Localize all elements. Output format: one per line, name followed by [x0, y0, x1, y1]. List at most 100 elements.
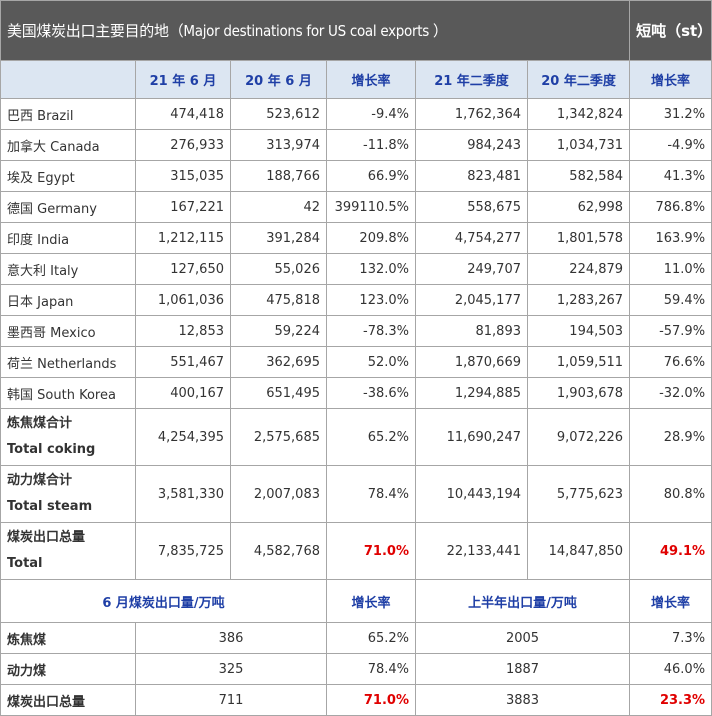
data-cell: 188,766 — [230, 160, 327, 192]
country-name: 德国 Germany — [0, 191, 136, 223]
data-cell: 475,818 — [230, 284, 327, 316]
country-name: 印度 India — [0, 222, 136, 254]
data-cell: 1,903,678 — [526, 377, 631, 409]
data-cell: 523,612 — [230, 98, 327, 130]
summary-name: 动力煤 — [0, 653, 136, 685]
total-row: 动力煤合计 Total steam 3,581,330 2,007,083 78.4% 1… — [0, 465, 712, 523]
data-cell: 52.0% — [326, 346, 416, 378]
data-cell: 194,503 — [526, 315, 631, 347]
country-name-zh: 日本 — [7, 294, 34, 310]
data-cell: 62,998 — [526, 191, 631, 223]
data-cell: 1,801,578 — [526, 222, 631, 254]
table-row: 巴西 Brazil 474,418 523,612 -9.4% 1,762,364 1,3… — [0, 98, 712, 130]
total-name-en: Total coking — [7, 442, 96, 457]
data-cell: 399110.5% — [326, 191, 416, 223]
data-cell: 551,467 — [135, 346, 231, 378]
data-cell: 1,283,267 — [526, 284, 631, 316]
country-name-zh: 加拿大 — [7, 139, 47, 155]
column-header-row: 21 年 6 月 20 年 6 月 增长率 21 年二季度 20 年二季度 增长… — [0, 60, 712, 99]
country-name-en: Germany — [37, 201, 97, 217]
table-row: 韩国 South Korea 400,167 651,495 -38.6% 1,294,… — [0, 377, 712, 409]
country-name-zh: 埃及 — [7, 170, 34, 186]
summary-header-growth-half-year: 增长率 — [629, 579, 712, 623]
data-cell: 224,879 — [526, 253, 631, 285]
data-cell: 55,026 — [230, 253, 327, 285]
data-cell: 11,690,247 — [415, 408, 528, 466]
data-cell: 78.4% — [326, 465, 416, 523]
header-jun-21: 21 年 6 月 — [135, 60, 231, 99]
header-q2-21: 21 年二季度 — [415, 60, 528, 99]
data-cell: 9,072,226 — [526, 408, 631, 466]
data-cell: -32.0% — [629, 377, 712, 409]
total-name: 炼焦煤合计 Total coking — [0, 408, 136, 466]
header-growth-quarterly: 增长率 — [629, 60, 712, 99]
data-cell: 81,893 — [415, 315, 528, 347]
data-cell: 4,754,277 — [415, 222, 528, 254]
data-cell: 127,650 — [135, 253, 231, 285]
data-cell: 28.9% — [629, 408, 712, 466]
data-cell: 59,224 — [230, 315, 327, 347]
summary-half-year-volume: 3883 — [414, 684, 631, 716]
country-name-en: Mexico — [50, 325, 96, 341]
data-cell: 167,221 — [135, 191, 231, 223]
table-row: 日本 Japan 1,061,036 475,818 123.0% 2,045,177 1… — [0, 284, 712, 316]
data-cell: 4,582,768 — [230, 522, 327, 580]
country-name-en: Brazil — [37, 108, 74, 124]
data-cell: 1,034,731 — [526, 129, 631, 161]
summary-monthly-volume: 386 — [135, 622, 327, 654]
data-cell: 49.1% — [629, 522, 712, 580]
table-row: 加拿大 Canada 276,933 313,974 -11.8% 984,243 1,0… — [0, 129, 712, 161]
summary-monthly-volume: 711 — [135, 684, 327, 716]
country-name: 加拿大 Canada — [0, 129, 136, 161]
data-cell: 4,254,395 — [135, 408, 231, 466]
total-name-zh: 动力煤合计 — [7, 473, 73, 488]
total-name: 煤炭出口总量 Total — [0, 522, 136, 580]
data-cell: 11.0% — [629, 253, 712, 285]
country-name: 墨西哥 Mexico — [0, 315, 136, 347]
data-cell: 76.6% — [629, 346, 712, 378]
country-name-zh: 印度 — [7, 232, 34, 248]
country-name-zh: 韩国 — [7, 387, 34, 403]
data-cell: 163.9% — [629, 222, 712, 254]
summary-monthly-growth: 78.4% — [326, 653, 416, 685]
data-cell: -11.8% — [326, 129, 416, 161]
data-cell: 59.4% — [629, 284, 712, 316]
data-cell: 80.8% — [629, 465, 712, 523]
data-cell: 7,835,725 — [135, 522, 231, 580]
data-cell: -4.9% — [629, 129, 712, 161]
data-cell: 31.2% — [629, 98, 712, 130]
data-cell: 1,212,115 — [135, 222, 231, 254]
country-name: 埃及 Egypt — [0, 160, 136, 192]
header-jun-20: 20 年 6 月 — [230, 60, 327, 99]
summary-header-row: 6 月煤炭出口量/万吨 增长率 上半年出口量/万吨 增长率 — [0, 579, 712, 623]
table-row: 埃及 Egypt 315,035 188,766 66.9% 823,481 582,58… — [0, 160, 712, 192]
summary-half-year-growth: 7.3% — [629, 622, 712, 654]
summary-half-year-growth: 23.3% — [629, 684, 712, 716]
data-cell: 315,035 — [135, 160, 231, 192]
country-name-en: Italy — [50, 263, 79, 279]
total-row: 炼焦煤合计 Total coking 4,254,395 2,575,685 65.2%… — [0, 408, 712, 466]
data-cell: 22,133,441 — [415, 522, 528, 580]
country-name-en: South Korea — [37, 387, 116, 403]
data-cell: 123.0% — [326, 284, 416, 316]
unit-label: 短吨（st） — [629, 0, 712, 61]
country-name-en: India — [37, 232, 70, 248]
data-cell: 10,443,194 — [415, 465, 528, 523]
data-cell: 71.0% — [326, 522, 416, 580]
country-name-en: Japan — [37, 294, 74, 310]
country-name: 韩国 South Korea — [0, 377, 136, 409]
data-cell: 823,481 — [415, 160, 528, 192]
summary-row: 动力煤 325 78.4% 1887 46.0% — [0, 653, 712, 685]
summary-header-monthly: 6 月煤炭出口量/万吨 — [0, 579, 327, 623]
data-cell: 1,061,036 — [135, 284, 231, 316]
summary-row: 炼焦煤 386 65.2% 2005 7.3% — [0, 622, 712, 654]
summary-half-year-volume: 2005 — [414, 622, 631, 654]
country-name: 巴西 Brazil — [0, 98, 136, 130]
header-blank — [0, 60, 136, 99]
summary-header-half-year: 上半年出口量/万吨 — [414, 579, 631, 623]
summary-monthly-volume: 325 — [135, 653, 327, 685]
total-row: 煤炭出口总量 Total 7,835,725 4,582,768 71.0% 22,133… — [0, 522, 712, 580]
summary-name: 炼焦煤 — [0, 622, 136, 654]
data-cell: 65.2% — [326, 408, 416, 466]
data-cell: 558,675 — [415, 191, 528, 223]
